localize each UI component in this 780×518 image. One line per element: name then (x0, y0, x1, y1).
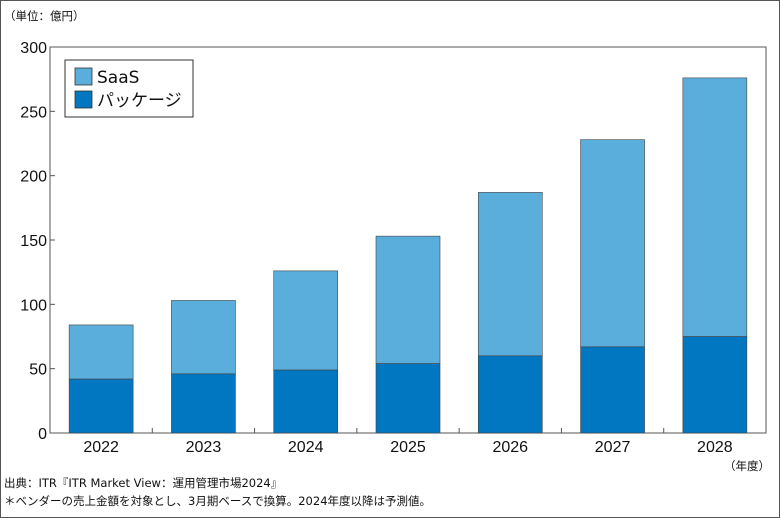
bar-package-2028 (682, 336, 748, 434)
bar-package-2026 (477, 355, 543, 434)
legend-label-package: パッケージ (97, 91, 182, 111)
bar-package-2023 (171, 373, 236, 434)
y-tick-label: 100 (20, 297, 47, 314)
x-tick-label-2028: 2028 (697, 439, 733, 456)
y-axis: 0 50 100 150 200 250 300 (20, 40, 55, 443)
y-tick-label: 250 (20, 104, 47, 121)
y-tick-label: 50 (29, 362, 47, 379)
bar-saas-2023 (171, 300, 236, 375)
bar-saas-2024 (273, 270, 339, 371)
unit-label: （単位：億円） (4, 9, 85, 23)
legend: SaaS パッケージ (64, 59, 194, 118)
x-tick-label-2027: 2027 (595, 439, 631, 456)
bar-saas-2025 (375, 235, 441, 364)
y-tick-label: 0 (38, 426, 47, 443)
footnote: ＊ベンダーの売上金額を対象とし、3月期ベースで換算。2024年度以降は予測値。 (4, 494, 431, 508)
x-unit-label: （年度） (724, 459, 770, 473)
x-tick-label-2025: 2025 (390, 439, 426, 456)
bars-group (68, 77, 748, 434)
x-tick-label-2024: 2024 (288, 439, 324, 456)
x-tick-label-2023: 2023 (186, 439, 222, 456)
bar-package-2022 (68, 378, 134, 434)
x-tick-label-2022: 2022 (83, 439, 119, 456)
bar-package-2025 (375, 363, 441, 434)
legend-label-saas: SaaS (97, 68, 139, 88)
legend-swatch-package (74, 90, 93, 109)
legend-swatch-saas (74, 67, 93, 86)
x-tick-label-2026: 2026 (492, 439, 528, 456)
bar-saas-2027 (580, 139, 645, 348)
y-tick-label: 200 (20, 169, 47, 186)
x-axis: 2022 2023 2024 2025 2026 2027 2028 (83, 428, 767, 456)
bar-package-2024 (273, 369, 339, 434)
bar-saas-2022 (68, 324, 134, 380)
y-tick-label: 300 (20, 40, 47, 57)
source-note: 出典：ITR『ITR Market View：運用管理市場2024』 (4, 476, 282, 490)
bar-package-2027 (580, 346, 645, 434)
bar-saas-2026 (477, 192, 543, 357)
bar-saas-2028 (682, 77, 748, 337)
y-tick-label: 150 (20, 233, 47, 250)
